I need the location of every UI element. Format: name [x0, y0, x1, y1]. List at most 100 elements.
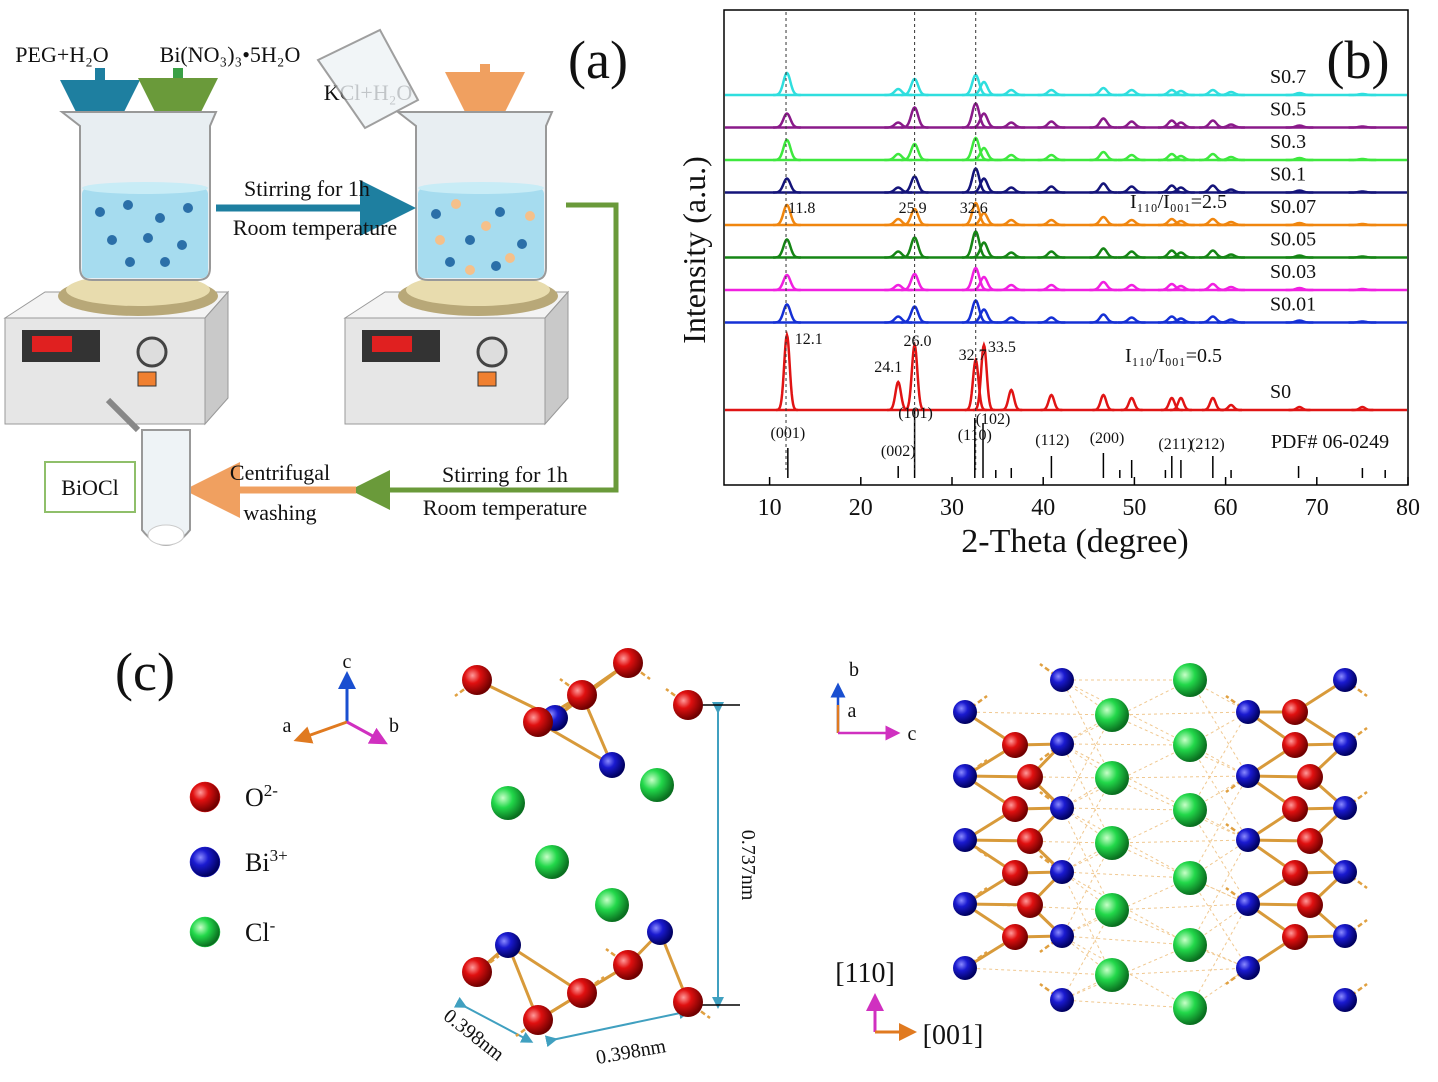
peak — [1089, 150, 1118, 162]
arrow — [350, 202, 619, 510]
peak — [900, 235, 929, 259]
atom — [953, 956, 977, 980]
peak — [900, 175, 929, 194]
annotation: I₁₁₀/I₀₀₁=0.5 — [1125, 345, 1222, 367]
atom — [523, 707, 553, 737]
axis-label: c — [343, 651, 352, 673]
lattice-c: 0.737nm — [737, 830, 759, 901]
step-text: washing — [243, 500, 316, 525]
atom — [1095, 826, 1129, 860]
bond — [1061, 999, 1191, 1009]
bond — [1061, 743, 1191, 746]
charge: 3+ — [270, 846, 288, 865]
precipitate — [147, 524, 185, 546]
atom — [1017, 764, 1043, 790]
peak — [970, 241, 998, 259]
product: BiOCl — [61, 475, 118, 500]
step-number: ② — [149, 80, 171, 106]
atom — [1333, 668, 1357, 692]
atom — [1297, 764, 1323, 790]
peak — [1157, 152, 1186, 162]
bond — [1061, 807, 1113, 911]
peak — [1089, 247, 1118, 259]
peak — [1348, 92, 1377, 97]
atom — [1173, 991, 1207, 1025]
element: Cl — [245, 918, 270, 947]
atom — [1173, 663, 1207, 697]
atom — [673, 987, 703, 1017]
peak — [1157, 119, 1186, 129]
peak — [961, 266, 990, 292]
atom — [953, 764, 977, 788]
step-text: Stirring for 1h — [244, 176, 370, 201]
axis-label: b — [389, 715, 399, 737]
peak — [773, 112, 801, 129]
peak — [1348, 190, 1377, 194]
peak — [1117, 316, 1146, 324]
legend-label: O2- — [245, 781, 278, 812]
peak — [961, 201, 990, 227]
x-tick-label: 30 — [940, 495, 964, 521]
peak — [1117, 218, 1146, 227]
direction: [001] — [923, 1020, 984, 1051]
atom — [1050, 668, 1074, 692]
peak-label: 33.5 — [988, 339, 1016, 356]
peak — [970, 112, 998, 129]
peak — [884, 250, 913, 259]
peak — [1037, 120, 1066, 129]
atom — [1002, 924, 1028, 950]
atom — [1095, 958, 1129, 992]
x-tick-label: 20 — [849, 495, 873, 521]
peak — [997, 316, 1026, 324]
atom — [1282, 860, 1308, 886]
peak — [970, 308, 998, 324]
product-box — [44, 461, 136, 513]
trace — [725, 201, 1407, 227]
bond — [1189, 877, 1249, 905]
peak — [1037, 88, 1066, 97]
bond — [1061, 944, 1191, 1001]
peak-label: 25.9 — [899, 200, 927, 217]
peak — [970, 211, 998, 227]
atom — [523, 1005, 553, 1035]
peak — [1117, 120, 1146, 129]
peak — [1285, 124, 1314, 129]
peak — [961, 229, 990, 259]
atom — [1050, 988, 1074, 1012]
x-tick-label: 80 — [1396, 495, 1420, 521]
peak — [1217, 123, 1245, 129]
legend-label: S0.05 — [1270, 229, 1316, 251]
step-text: Stirring for 1h — [442, 462, 568, 487]
bond — [1189, 809, 1249, 905]
atom — [1173, 728, 1207, 762]
peak — [1285, 286, 1314, 292]
peak — [1217, 318, 1245, 324]
x-tick-label: 50 — [1122, 495, 1146, 521]
hkl-label: (211) — [1158, 436, 1192, 453]
bond — [1111, 711, 1249, 716]
axis-label: c — [908, 723, 917, 745]
atom — [535, 845, 569, 879]
atom — [495, 932, 521, 958]
atom — [1333, 732, 1357, 756]
bond — [1111, 775, 1249, 779]
dimension-arrow — [544, 1007, 691, 1048]
bond — [1061, 743, 1113, 844]
atom — [1236, 892, 1260, 916]
atom — [567, 978, 597, 1008]
atom — [567, 680, 597, 710]
atom — [1236, 956, 1260, 980]
peak — [1157, 315, 1186, 324]
peak — [997, 251, 1026, 259]
atom — [1236, 828, 1260, 852]
peak — [1089, 215, 1118, 227]
peak — [884, 87, 913, 97]
reagent: Bi(NO₃)₃•5H₂O — [160, 42, 301, 67]
atom — [1002, 732, 1028, 758]
atom — [1017, 892, 1043, 918]
peak — [1117, 153, 1146, 162]
panel-b: (b) 2-Theta (degree) Intensity (a.u.) I₁… — [676, 9, 1420, 560]
plot-frame — [723, 9, 1409, 486]
atom — [1017, 828, 1043, 854]
atom — [1297, 828, 1323, 854]
